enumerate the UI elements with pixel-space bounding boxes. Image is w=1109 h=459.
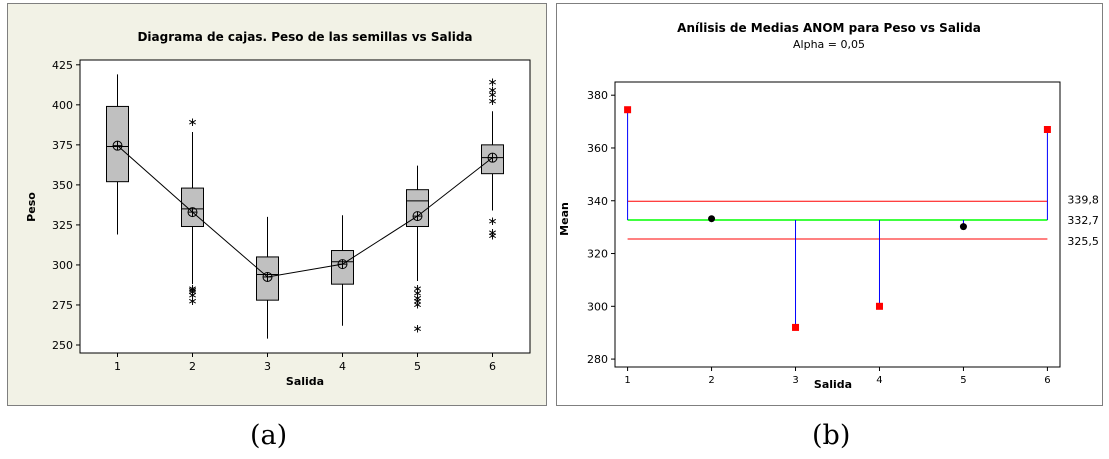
anom-y-tick-label: 280 bbox=[587, 353, 608, 366]
anom-x-tick-label: 5 bbox=[960, 375, 966, 386]
boxplot-x-axis-label: Salida bbox=[286, 375, 324, 388]
boxplot-plot-area bbox=[79, 59, 531, 354]
caption-b: (b) bbox=[812, 420, 851, 451]
anom-x-tick-label: 3 bbox=[792, 375, 798, 386]
boxplot-y-tick-label: 300 bbox=[52, 259, 73, 272]
anom-y-axis-label: Mean bbox=[558, 202, 571, 236]
boxplot-outlier-marker: ∗ bbox=[412, 286, 422, 300]
boxplot-outlier-marker: ∗ bbox=[487, 94, 497, 108]
boxplot-x-tick-label: 6 bbox=[489, 360, 496, 373]
anom-x-tick-label: 4 bbox=[876, 375, 882, 386]
boxplot-outlier-marker: ∗ bbox=[412, 294, 422, 308]
boxplot-x-tick-label: 1 bbox=[114, 360, 121, 373]
anom-x-tick-label: 2 bbox=[708, 375, 714, 386]
boxplot-panel: Diagrama de cajas. Peso de las semillas … bbox=[7, 3, 547, 406]
caption-a: (a) bbox=[250, 420, 288, 451]
boxplot-outlier-marker: ∗ bbox=[412, 297, 422, 311]
boxplot-outlier-marker: ∗ bbox=[412, 281, 422, 295]
boxplot-outlier-marker: ∗ bbox=[487, 75, 497, 89]
anom-limit-label: 339,8 bbox=[1067, 193, 1099, 206]
boxplot-chart: Diagrama de cajas. Peso de las semillas … bbox=[25, 30, 531, 388]
boxplot-outlier-marker: ∗ bbox=[487, 229, 497, 243]
boxplot-x-tick-label: 5 bbox=[414, 360, 421, 373]
anom-subtitle: Alpha = 0,05 bbox=[793, 38, 865, 51]
anom-plot-area bbox=[614, 81, 1061, 368]
boxplot-outlier-marker: ∗ bbox=[487, 88, 497, 102]
boxplot-y-tick-label: 275 bbox=[52, 299, 73, 312]
anom-mean-point-in bbox=[959, 223, 967, 231]
boxplot-y-tick-label: 375 bbox=[52, 139, 73, 152]
boxplot-outlier-marker: ∗ bbox=[187, 285, 197, 299]
boxplot-y-tick-label: 350 bbox=[52, 179, 73, 192]
anom-mean-point-out bbox=[624, 106, 632, 114]
anom-limit-label: 325,5 bbox=[1067, 235, 1099, 248]
boxplot-outlier-marker: ∗ bbox=[187, 281, 197, 295]
boxplot-y-tick-label: 250 bbox=[52, 339, 73, 352]
anom-panel: Anílisis de Medias ANOM para Peso vs Sal… bbox=[556, 3, 1103, 406]
anom-mean-point-out bbox=[875, 302, 883, 310]
anom-x-axis-label: Salida bbox=[814, 378, 852, 391]
boxplot-outlier-marker: ∗ bbox=[487, 83, 497, 97]
boxplot-outlier-marker: ∗ bbox=[487, 214, 497, 228]
boxplot-y-tick-label: 400 bbox=[52, 99, 73, 112]
anom-mean-point-in bbox=[708, 215, 716, 223]
boxplot-outlier-marker: ∗ bbox=[187, 288, 197, 302]
anom-y-tick-label: 340 bbox=[587, 195, 608, 208]
boxplot-outlier-marker: ∗ bbox=[187, 115, 197, 129]
anom-y-tick-label: 300 bbox=[587, 300, 608, 313]
boxplot-outlier-marker: ∗ bbox=[187, 283, 197, 297]
boxplot-outlier-marker: ∗ bbox=[187, 294, 197, 308]
boxplot-y-tick-label: 425 bbox=[52, 59, 73, 72]
anom-x-tick-label: 1 bbox=[624, 375, 630, 386]
anom-y-tick-label: 380 bbox=[587, 89, 608, 102]
boxplot-y-axis-label: Peso bbox=[25, 192, 38, 222]
boxplot-x-tick-label: 3 bbox=[264, 360, 271, 373]
boxplot-x-tick-label: 4 bbox=[339, 360, 346, 373]
anom-y-tick-label: 360 bbox=[587, 142, 608, 155]
anom-limit-label: 332,7 bbox=[1067, 214, 1099, 227]
boxplot-title: Diagrama de cajas. Peso de las semillas … bbox=[137, 30, 472, 44]
anom-chart: Anílisis de Medias ANOM para Peso vs Sal… bbox=[558, 21, 1099, 391]
boxplot-outlier-marker: ∗ bbox=[412, 291, 422, 305]
anom-mean-point-out bbox=[792, 323, 800, 331]
boxplot-x-tick-label: 2 bbox=[189, 360, 196, 373]
anom-mean-point-out bbox=[1043, 126, 1051, 133]
boxplot-outlier-marker: ∗ bbox=[412, 321, 422, 335]
boxplot-outlier-marker: ∗ bbox=[487, 225, 497, 239]
anom-x-tick-label: 6 bbox=[1044, 375, 1050, 386]
anom-title: Anílisis de Medias ANOM para Peso vs Sal… bbox=[677, 21, 981, 35]
anom-y-tick-label: 320 bbox=[587, 248, 608, 261]
boxplot-mean-connect-line bbox=[117, 145, 493, 278]
boxplot-y-tick-label: 325 bbox=[52, 219, 73, 232]
